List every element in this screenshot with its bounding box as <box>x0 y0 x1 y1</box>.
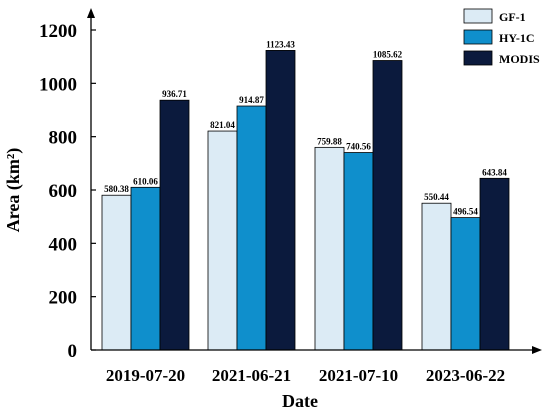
y-tick-label: 1000 <box>39 74 77 95</box>
y-tick-label: 600 <box>49 181 78 202</box>
bar-hy1c-2 <box>236 105 267 351</box>
bar-hy1c-3 <box>343 152 374 351</box>
legend-label: MODIS <box>499 52 540 66</box>
legend-label: HY-1C <box>499 31 535 45</box>
data-label: 496.54 <box>453 207 478 217</box>
bar-modis-2 <box>265 50 296 351</box>
bar-hy1c-4 <box>450 217 481 351</box>
data-label: 1085.62 <box>373 50 403 60</box>
x-tick-label: 2021-06-21 <box>212 366 291 385</box>
y-axis-title: Area (km²) <box>3 148 24 233</box>
bar-hy1c-1 <box>130 186 161 351</box>
y-tick-label: 400 <box>49 234 78 255</box>
bar-gf1-4 <box>421 202 452 351</box>
data-label: 550.44 <box>424 192 449 202</box>
data-label: 740.56 <box>346 142 371 152</box>
data-label: 643.84 <box>482 167 507 177</box>
bar-modis-4 <box>479 177 510 351</box>
legend-label: GF-1 <box>499 10 526 24</box>
data-label: 759.88 <box>317 136 342 146</box>
x-axis-arrow <box>532 346 542 354</box>
bar-gf1-2 <box>207 130 238 351</box>
x-tick-label: 2021-07-10 <box>319 366 398 385</box>
y-axis-arrow <box>87 8 95 18</box>
x-tick-label: 2019-07-20 <box>106 366 185 385</box>
legend: GF-1 HY-1C MODIS <box>463 8 540 66</box>
bar-modis-3 <box>372 60 403 351</box>
data-label: 580.38 <box>104 184 129 194</box>
y-axis-ticks: 0 200 400 600 800 1000 1200 <box>39 21 96 362</box>
data-label: 1123.43 <box>266 39 295 49</box>
x-axis-title: Date <box>282 391 318 411</box>
bar-gf1-1 <box>101 194 132 351</box>
x-axis-ticks: 2019-07-20 2021-06-21 2021-07-10 2023-06-22 <box>106 366 505 385</box>
bar-gf1-3 <box>314 146 345 351</box>
x-tick-label: 2023-06-22 <box>426 366 505 385</box>
y-tick-label: 1200 <box>39 21 77 42</box>
y-tick-label: 200 <box>49 288 78 309</box>
bar-modis-1 <box>159 99 190 351</box>
data-label: 610.06 <box>133 176 158 186</box>
y-tick-label: 800 <box>49 128 78 149</box>
bars <box>101 50 510 351</box>
y-tick-label: 0 <box>68 341 78 362</box>
data-labels: 580.38 610.06 936.71 821.04 914.87 1123.43 759… <box>104 39 507 216</box>
legend-swatch-hy1c <box>463 29 493 45</box>
legend-swatch-gf1 <box>463 8 493 24</box>
data-label: 936.71 <box>162 89 187 99</box>
legend-swatch-modis <box>463 50 493 66</box>
data-label: 821.04 <box>210 120 235 130</box>
data-label: 914.87 <box>239 95 264 105</box>
